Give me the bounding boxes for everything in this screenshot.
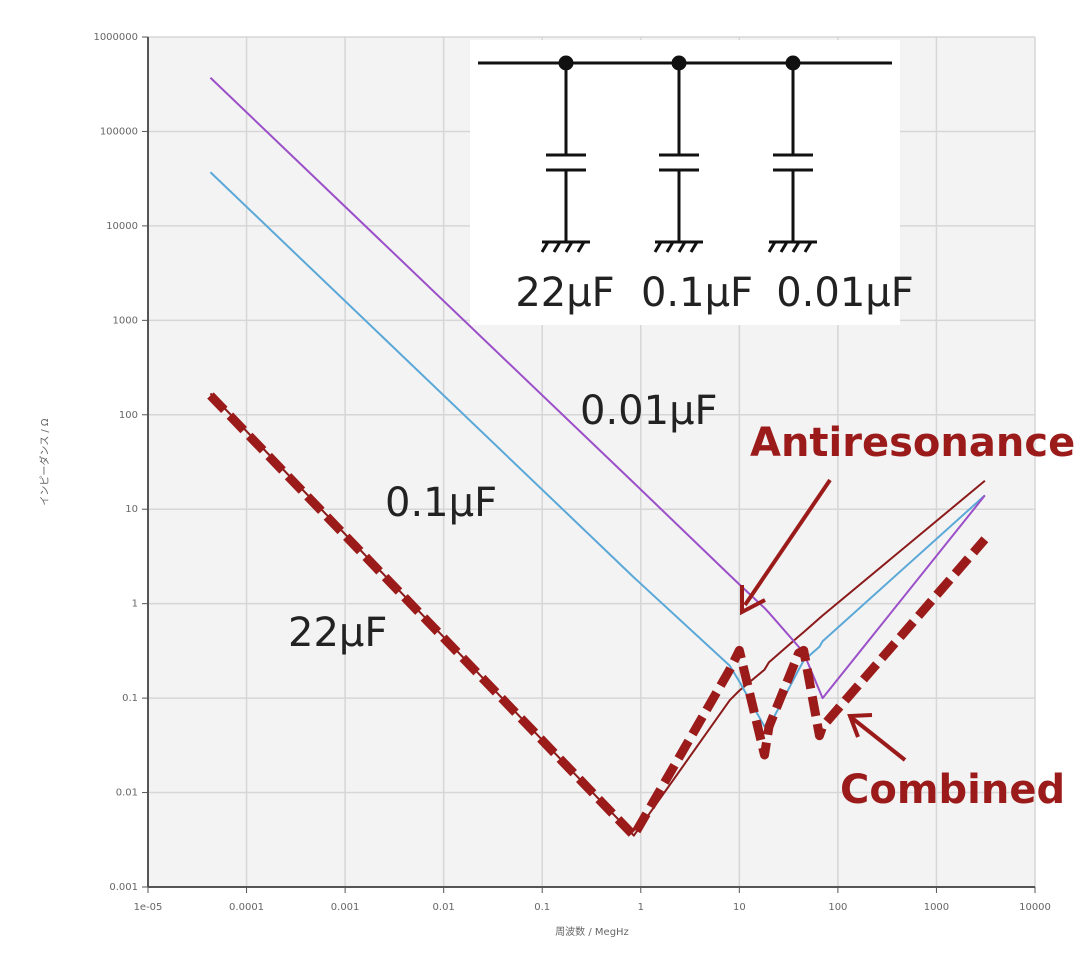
- annotation-arrow: [847, 713, 907, 762]
- y-axis-label: インピーダンス / Ω: [38, 418, 51, 506]
- x-tick-label: 0.001: [331, 902, 360, 913]
- capacitor: [653, 55, 703, 253]
- y-tick-label: 100000: [100, 126, 138, 137]
- inset-label: 22μF: [515, 270, 614, 316]
- y-tick-label: 10000: [106, 221, 138, 232]
- x-tick-label: 0.1: [534, 902, 550, 913]
- x-tick-label: 100: [828, 902, 847, 913]
- inset-background: [470, 40, 900, 325]
- x-axis-label: 周波数 / MegHz: [555, 925, 629, 938]
- x-tick-label: 1: [638, 902, 644, 913]
- y-tick-label: 1000: [113, 315, 138, 326]
- x-tick-label: 0.01: [433, 902, 455, 913]
- inset-label: 0.1μF: [641, 270, 753, 316]
- series-line: [209, 392, 986, 837]
- x-tick-label: 1000: [924, 902, 949, 913]
- annotation-arrow: [740, 478, 832, 616]
- y-tick-label: 1: [132, 599, 138, 610]
- series-label: 0.1μF: [385, 480, 497, 526]
- annotation: Antiresonance: [750, 420, 1075, 466]
- y-tick-label: 0.01: [116, 788, 138, 799]
- series-line: [207, 392, 989, 841]
- series-label: 22μF: [288, 610, 387, 656]
- x-tick-label: 10000: [1019, 902, 1051, 913]
- x-tick-label: 10: [733, 902, 746, 913]
- lines: [207, 77, 989, 841]
- capacitor: [767, 55, 817, 253]
- series-line: [209, 77, 986, 700]
- y-tick-label: 1000000: [93, 32, 138, 43]
- y-tick-label: 0.1: [122, 693, 138, 704]
- x-tick-label: 1e-05: [134, 902, 163, 913]
- circuit-inset: [470, 40, 900, 325]
- annotation: Combined: [840, 767, 1065, 813]
- y-tick-label: 10: [125, 504, 138, 515]
- capacitor: [540, 55, 590, 253]
- inset-label: 0.01μF: [776, 270, 914, 316]
- series-label: 0.01μF: [580, 388, 718, 434]
- y-tick-label: 100: [119, 410, 138, 421]
- x-tick-label: 0.0001: [229, 902, 264, 913]
- y-tick-label: 0.001: [109, 882, 138, 893]
